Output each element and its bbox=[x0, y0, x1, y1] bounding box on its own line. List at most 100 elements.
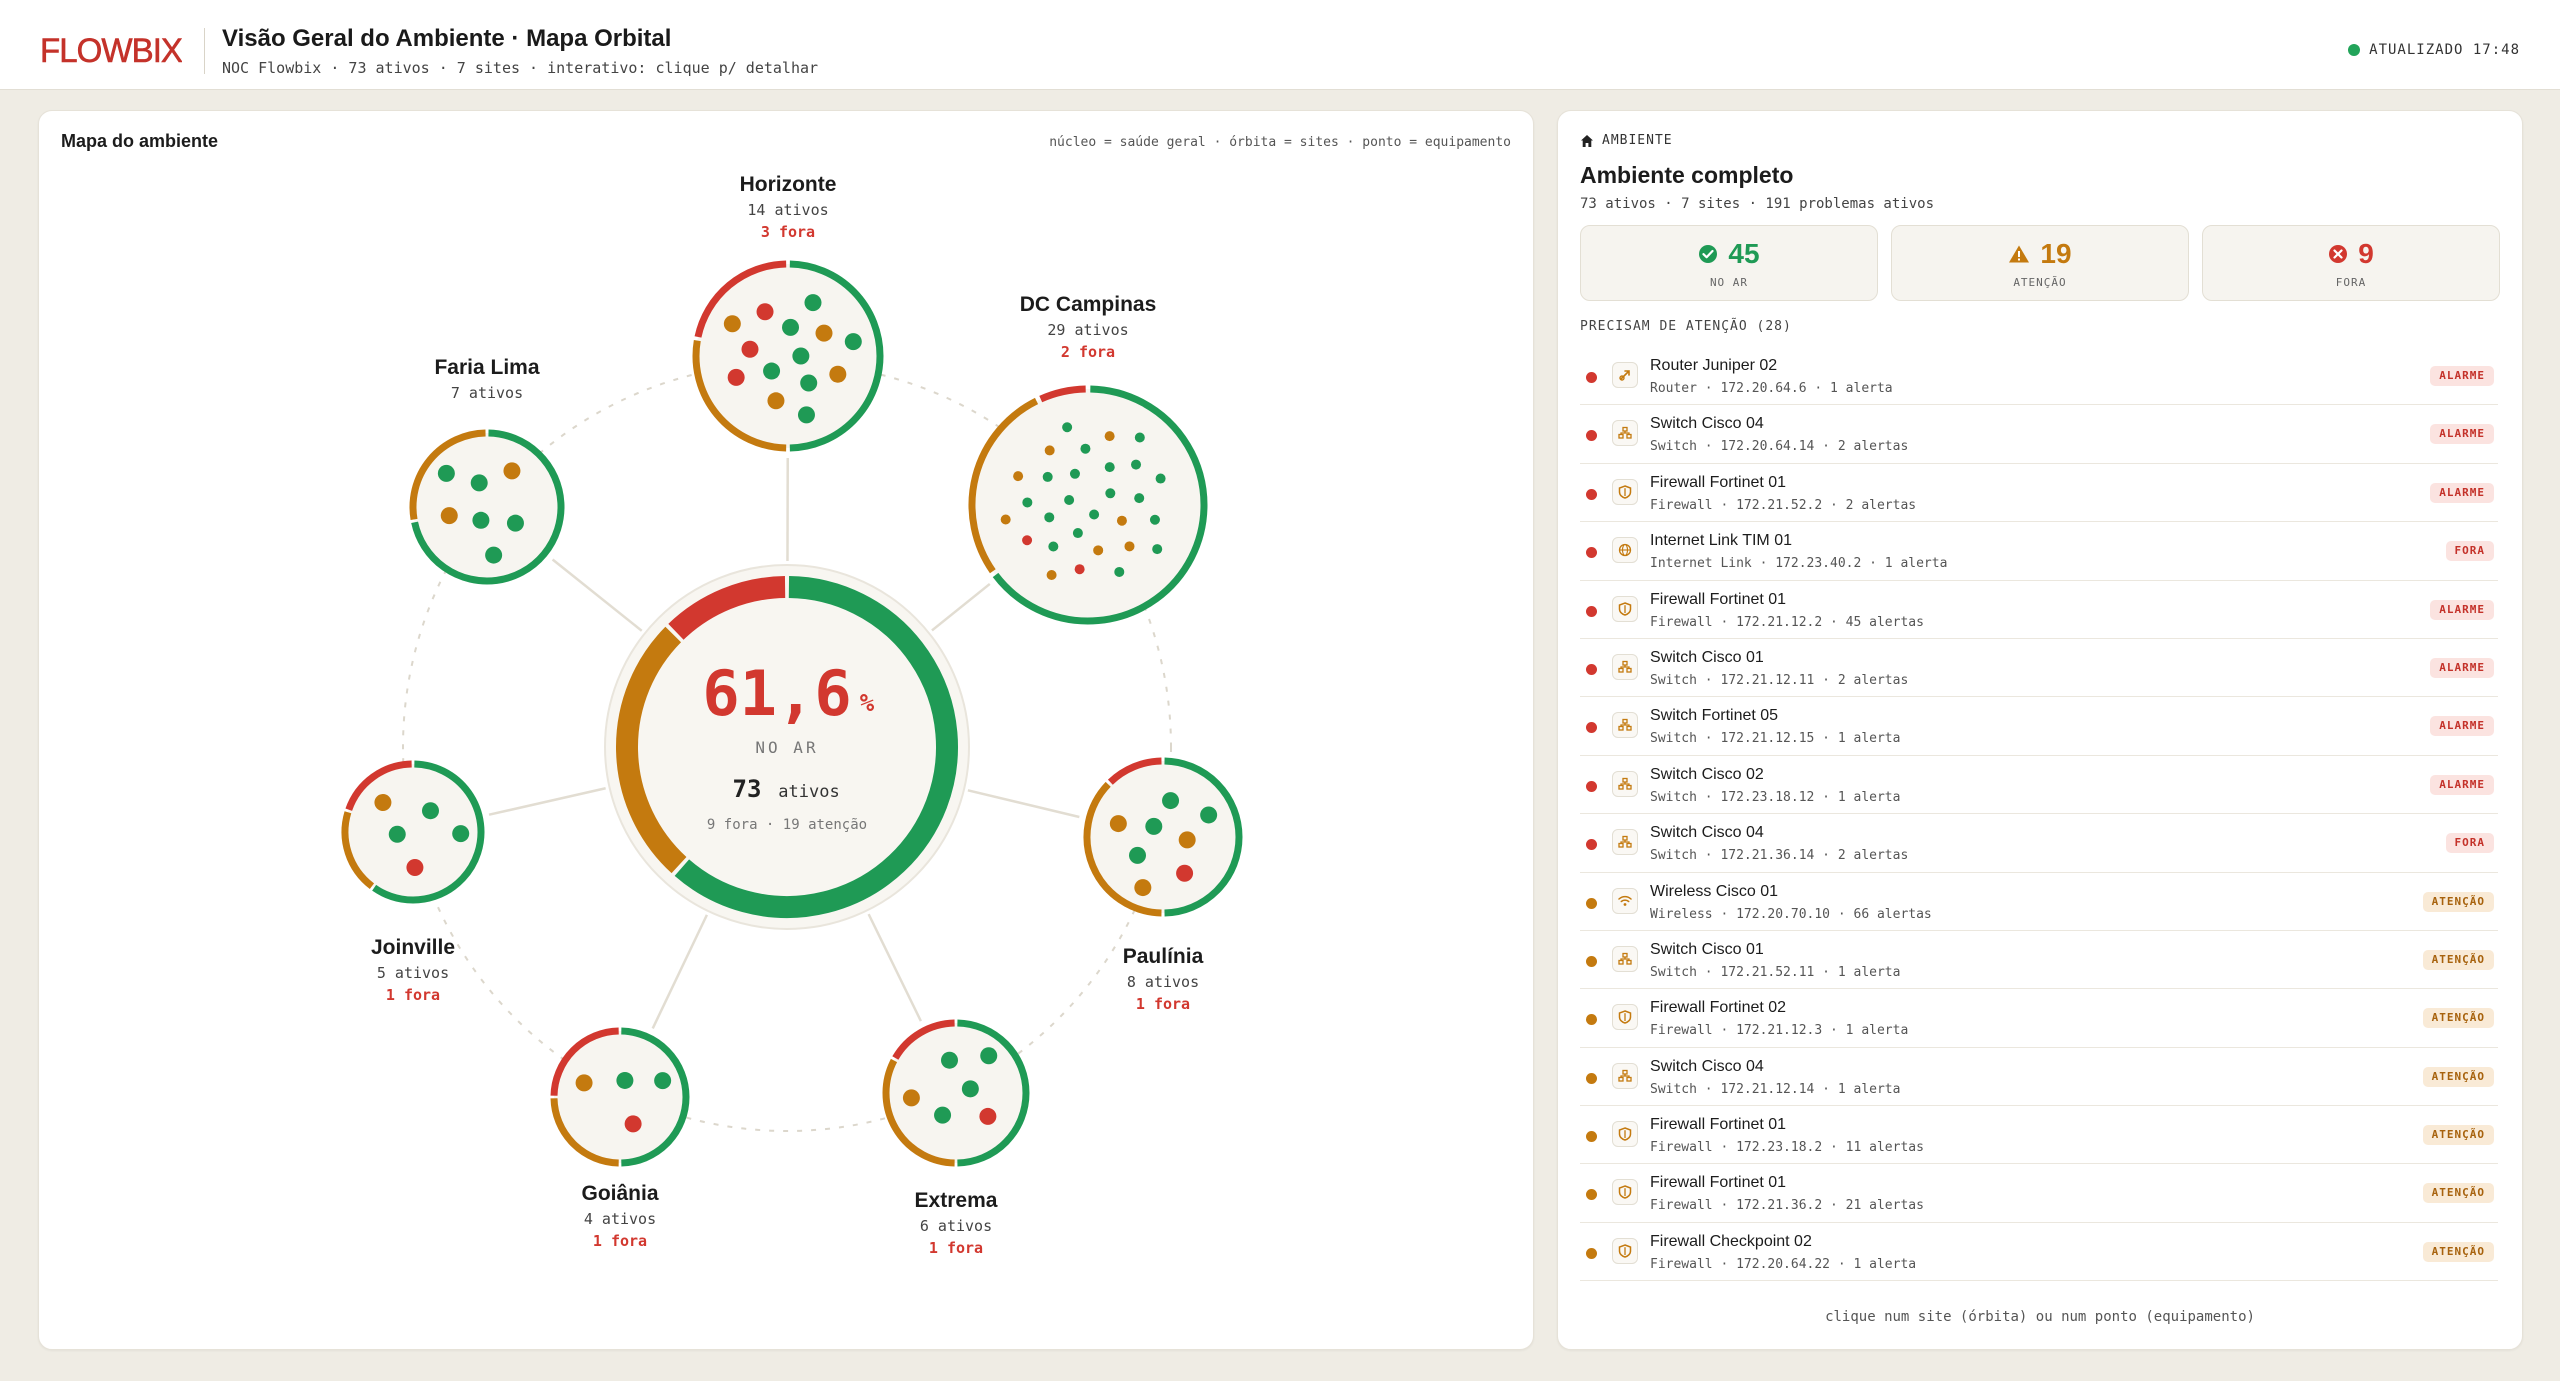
site-faria-lima[interactable] bbox=[409, 429, 565, 585]
equipment-point[interactable] bbox=[1074, 564, 1085, 575]
equipment-point[interactable] bbox=[472, 511, 490, 529]
attention-list-item[interactable]: Switch Cisco 04 Switch · 172.20.64.14 · 2… bbox=[1580, 405, 2498, 464]
attention-list-item[interactable]: Firewall Fortinet 02 Firewall · 172.21.12… bbox=[1580, 989, 2498, 1048]
attention-list-item[interactable]: Switch Cisco 04 Switch · 172.21.36.14 · 2… bbox=[1580, 814, 2498, 873]
attention-list-item[interactable]: Firewall Fortinet 01 Firewall · 172.21.52… bbox=[1580, 464, 2498, 523]
equipment-point[interactable] bbox=[1134, 493, 1145, 504]
equipment-point[interactable] bbox=[1044, 512, 1055, 523]
equipment-point[interactable] bbox=[575, 1074, 593, 1092]
equipment-point[interactable] bbox=[406, 859, 424, 877]
site-extrema[interactable] bbox=[882, 1019, 1030, 1167]
stat-card-warning[interactable]: 19 ATENÇÃO bbox=[1891, 225, 2189, 301]
attention-list-item[interactable]: Firewall Fortinet 01 Firewall · 172.23.18… bbox=[1580, 1106, 2498, 1165]
equipment-point[interactable] bbox=[1109, 815, 1127, 833]
equipment-point[interactable] bbox=[437, 464, 455, 482]
equipment-point[interactable] bbox=[727, 368, 745, 386]
equipment-point[interactable] bbox=[1200, 806, 1218, 824]
stat-card-online[interactable]: 45 NO AR bbox=[1580, 225, 1878, 301]
stat-card-down[interactable]: 9 FORA bbox=[2202, 225, 2500, 301]
equipment-point[interactable] bbox=[1022, 535, 1033, 546]
equipment-point[interactable] bbox=[452, 825, 470, 843]
equipment-point[interactable] bbox=[723, 315, 741, 333]
attention-list-item[interactable]: Switch Cisco 01 Switch · 172.21.52.11 · 1… bbox=[1580, 931, 2498, 990]
equipment-point[interactable] bbox=[1069, 468, 1080, 479]
equipment-point[interactable] bbox=[1134, 432, 1145, 443]
equipment-point[interactable] bbox=[1046, 569, 1057, 580]
equipment-point[interactable] bbox=[1062, 422, 1073, 433]
attention-list-item[interactable]: Switch Cisco 04 Switch · 172.21.12.14 · 1… bbox=[1580, 1048, 2498, 1107]
equipment-point[interactable] bbox=[1145, 817, 1163, 835]
equipment-point[interactable] bbox=[616, 1071, 634, 1089]
equipment-point[interactable] bbox=[763, 362, 781, 380]
equipment-point[interactable] bbox=[440, 507, 458, 525]
equipment-point[interactable] bbox=[1022, 497, 1033, 508]
equipment-point[interactable] bbox=[1116, 515, 1127, 526]
equipment-point[interactable] bbox=[961, 1080, 979, 1098]
equipment-point[interactable] bbox=[1080, 443, 1091, 454]
attention-list-item[interactable]: Firewall Fortinet 01 Firewall · 172.21.12… bbox=[1580, 581, 2498, 639]
equipment-point[interactable] bbox=[1124, 541, 1135, 552]
attention-list-item[interactable]: Switch Fortinet 05 Switch · 172.21.12.15 … bbox=[1580, 697, 2498, 756]
equipment-point[interactable] bbox=[800, 374, 818, 392]
attention-list-item[interactable]: Router Juniper 02 Router · 172.20.64.6 · … bbox=[1580, 347, 2498, 406]
equipment-point[interactable] bbox=[815, 324, 833, 342]
equipment-point[interactable] bbox=[980, 1047, 998, 1065]
attention-list-item[interactable]: Firewall Checkpoint 02 Firewall · 172.20.… bbox=[1580, 1223, 2498, 1282]
equipment-point[interactable] bbox=[1149, 514, 1160, 525]
equipment-point[interactable] bbox=[844, 333, 862, 351]
equipment-point[interactable] bbox=[485, 546, 503, 564]
site-goi-nia[interactable] bbox=[550, 1027, 690, 1167]
equipment-point[interactable] bbox=[1064, 495, 1075, 506]
equipment-point[interactable] bbox=[1105, 488, 1116, 499]
core-health-gauge[interactable]: 61,6 % NO AR 73 ativos 9 fora · 19 atenção bbox=[604, 564, 970, 930]
equipment-point[interactable] bbox=[804, 294, 822, 312]
equipment-point[interactable] bbox=[1178, 831, 1196, 849]
equipment-point[interactable] bbox=[388, 825, 406, 843]
attention-list-item[interactable]: Internet Link TIM 01 Internet Link · 172.… bbox=[1580, 522, 2498, 581]
equipment-point[interactable] bbox=[1155, 473, 1166, 484]
site-horizonte[interactable] bbox=[692, 260, 884, 452]
equipment-point[interactable] bbox=[1134, 879, 1152, 897]
equipment-point[interactable] bbox=[421, 802, 439, 820]
equipment-point[interactable] bbox=[934, 1106, 952, 1124]
equipment-point[interactable] bbox=[654, 1072, 672, 1090]
equipment-point[interactable] bbox=[624, 1115, 642, 1133]
site-dc-campinas[interactable] bbox=[968, 385, 1208, 625]
equipment-point[interactable] bbox=[1152, 544, 1163, 555]
site-joinville[interactable] bbox=[341, 760, 485, 904]
equipment-point[interactable] bbox=[1093, 545, 1104, 556]
attention-list-item[interactable]: Firewall Fortinet 01 Firewall · 172.21.36… bbox=[1580, 1164, 2498, 1223]
attention-list-item[interactable]: Switch Cisco 01 Switch · 172.21.12.11 · 2… bbox=[1580, 639, 2498, 698]
attention-list-item[interactable]: Wireless Cisco 01 Wireless · 172.20.70.10… bbox=[1580, 873, 2498, 931]
equipment-point[interactable] bbox=[506, 514, 524, 532]
equipment-point[interactable] bbox=[1042, 471, 1053, 482]
equipment-point[interactable] bbox=[782, 318, 800, 336]
equipment-point[interactable] bbox=[940, 1051, 958, 1069]
equipment-point[interactable] bbox=[1131, 459, 1142, 470]
equipment-point[interactable] bbox=[767, 392, 785, 410]
equipment-point[interactable] bbox=[1104, 462, 1115, 473]
equipment-point[interactable] bbox=[1048, 541, 1059, 552]
equipment-point[interactable] bbox=[1072, 528, 1083, 539]
equipment-point[interactable] bbox=[1104, 431, 1115, 442]
equipment-point[interactable] bbox=[1000, 514, 1011, 525]
equipment-point[interactable] bbox=[1013, 471, 1024, 482]
site-paul-nia[interactable] bbox=[1083, 757, 1243, 917]
equipment-point[interactable] bbox=[470, 474, 488, 492]
equipment-point[interactable] bbox=[1162, 792, 1180, 810]
equipment-point[interactable] bbox=[792, 347, 810, 365]
equipment-point[interactable] bbox=[1176, 864, 1194, 882]
attention-list-item[interactable]: Switch Cisco 02 Switch · 172.23.18.12 · 1… bbox=[1580, 756, 2498, 815]
equipment-point[interactable] bbox=[374, 794, 392, 812]
equipment-point[interactable] bbox=[797, 406, 815, 424]
equipment-point[interactable] bbox=[902, 1089, 920, 1107]
equipment-point[interactable] bbox=[829, 365, 847, 383]
equipment-point[interactable] bbox=[1114, 566, 1125, 577]
equipment-point[interactable] bbox=[1089, 509, 1100, 520]
equipment-point[interactable] bbox=[979, 1107, 997, 1125]
equipment-point[interactable] bbox=[1044, 445, 1055, 456]
equipment-point[interactable] bbox=[503, 462, 521, 480]
equipment-point[interactable] bbox=[741, 340, 759, 358]
equipment-point[interactable] bbox=[756, 303, 774, 321]
equipment-point[interactable] bbox=[1129, 846, 1147, 864]
